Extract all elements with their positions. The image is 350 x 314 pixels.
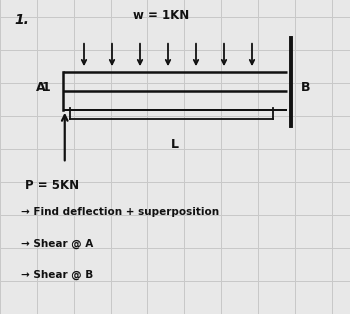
Text: P = 5KN: P = 5KN — [25, 179, 79, 192]
Text: → Shear @ B: → Shear @ B — [21, 270, 93, 280]
Text: w = 1KN: w = 1KN — [133, 9, 189, 22]
Text: 1.: 1. — [14, 13, 29, 27]
Text: 1: 1 — [41, 81, 50, 95]
Text: L: L — [171, 138, 179, 151]
Text: A: A — [36, 81, 46, 95]
Text: B: B — [301, 81, 310, 95]
Text: → Shear @ A: → Shear @ A — [21, 239, 93, 249]
Text: → Find deflection + superposition: → Find deflection + superposition — [21, 207, 219, 217]
